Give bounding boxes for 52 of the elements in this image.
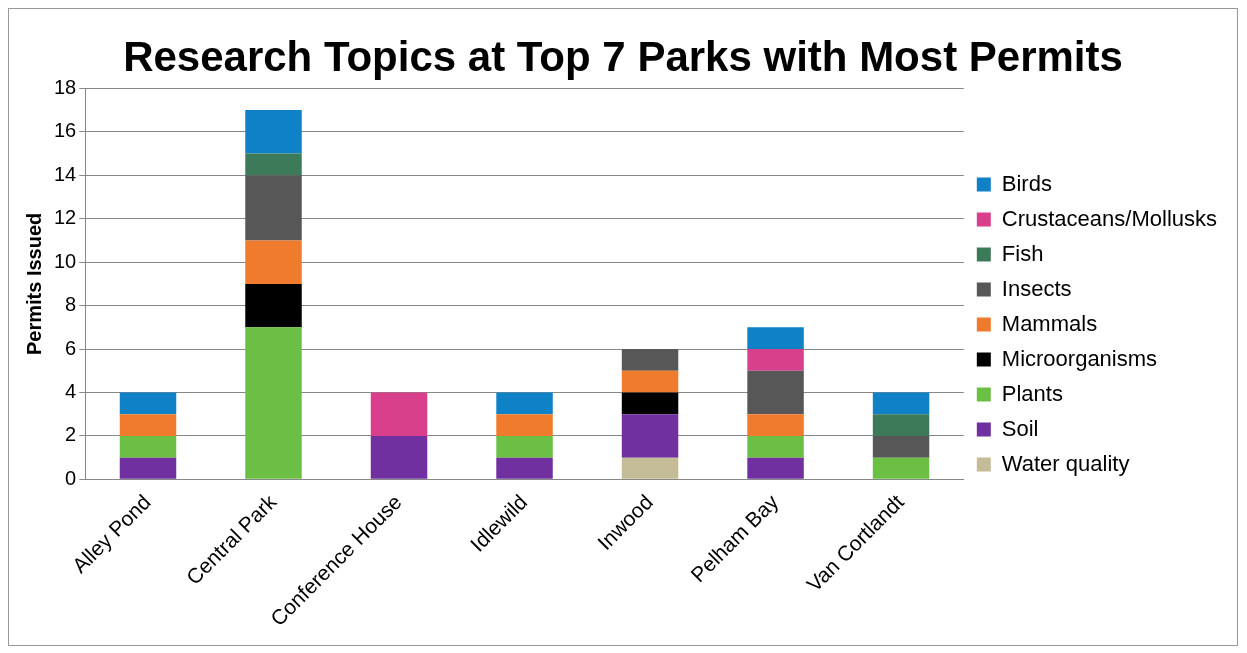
bar xyxy=(747,457,804,479)
y-tick-label: 14 xyxy=(54,162,77,185)
bar xyxy=(496,392,553,415)
bar xyxy=(496,414,553,436)
bar xyxy=(119,414,177,436)
legend-label: Plants xyxy=(1001,380,1063,406)
y-tick-label: 18 xyxy=(54,75,77,98)
bar xyxy=(621,370,679,393)
bar xyxy=(872,392,930,415)
bar xyxy=(496,435,553,458)
bar xyxy=(747,370,804,415)
bar xyxy=(496,457,553,479)
bar xyxy=(747,327,804,350)
bar xyxy=(872,435,930,458)
bar xyxy=(245,283,302,328)
y-tick-label: 4 xyxy=(65,380,77,402)
legend-label: Fish xyxy=(1001,240,1044,266)
legend-label: Soil xyxy=(1001,415,1039,441)
bar xyxy=(872,457,930,479)
bar xyxy=(621,457,679,479)
chart-title: Research Topics at Top 7 Parks with Most Permits xyxy=(123,32,1123,80)
bar xyxy=(245,240,302,284)
bar xyxy=(119,457,177,479)
y-tick-label: 10 xyxy=(54,249,77,272)
legend-label: Crustaceans/Mollusks xyxy=(1001,205,1217,231)
bar xyxy=(621,392,679,415)
bar xyxy=(370,435,428,479)
y-tick-label: 6 xyxy=(65,336,77,359)
bar xyxy=(245,110,302,154)
y-tick-label: 8 xyxy=(65,293,77,316)
bar xyxy=(621,349,679,371)
legend-label: Birds xyxy=(1001,170,1052,196)
y-tick-label: 0 xyxy=(65,466,77,489)
bar xyxy=(119,435,177,458)
y-tick-label: 12 xyxy=(54,206,77,229)
bar xyxy=(747,435,804,458)
legend-label: Mammals xyxy=(1001,310,1098,336)
bar xyxy=(245,327,302,479)
bar xyxy=(245,153,302,176)
legend-label: Water quality xyxy=(1001,450,1130,476)
legend-label: Microorganisms xyxy=(1001,345,1158,371)
bar xyxy=(621,414,679,458)
bar xyxy=(119,392,177,415)
bar xyxy=(872,414,930,436)
bar xyxy=(747,414,804,436)
legend-label: Insects xyxy=(1001,275,1072,301)
bar xyxy=(747,349,804,371)
bar xyxy=(245,175,302,241)
y-tick-label: 2 xyxy=(65,423,77,446)
y-tick-label: 16 xyxy=(54,119,77,142)
bar xyxy=(370,392,428,436)
y-axis-title: Permits Issued xyxy=(22,212,45,356)
